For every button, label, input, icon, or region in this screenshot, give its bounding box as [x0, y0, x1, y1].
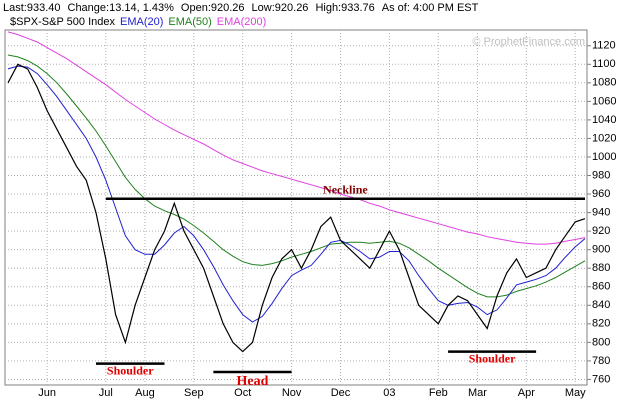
- quote-item: High:933.76: [315, 2, 374, 14]
- y-tick-label: 820: [592, 318, 610, 330]
- x-tick-label: Jun: [38, 387, 56, 399]
- y-tick-label: 1120: [592, 40, 616, 52]
- x-tick-label: Oct: [234, 387, 251, 399]
- y-tick-label: 1080: [592, 77, 616, 89]
- legend-item: EMA(200): [217, 16, 267, 28]
- x-tick-label: Feb: [429, 387, 448, 399]
- series-line: [7, 31, 586, 245]
- y-tick-label: 880: [592, 262, 610, 274]
- watermark: © ProphetFinance.com: [472, 36, 585, 48]
- annotation-label: Shoulder: [469, 351, 516, 365]
- y-tick-label: 1100: [592, 58, 616, 70]
- annotation-label: Head: [237, 374, 269, 389]
- y-tick-label: 980: [592, 169, 610, 181]
- y-tick-label: 940: [592, 207, 610, 219]
- y-tick-label: 780: [592, 355, 610, 367]
- x-tick-label: 03: [383, 387, 395, 399]
- quote-item: Change:13.14, 1.43%: [68, 2, 175, 14]
- x-tick-label: Sep: [184, 387, 204, 399]
- y-tick-label: 800: [592, 336, 610, 348]
- y-tick-label: 960: [592, 188, 610, 200]
- y-tick-label: 1060: [592, 95, 616, 107]
- series-line: [7, 54, 586, 298]
- legend-item: $SPX-S&P 500 Index: [10, 16, 115, 28]
- x-tick-label: Jul: [99, 387, 113, 399]
- series-line: [7, 65, 586, 323]
- x-tick-label: Apr: [518, 387, 535, 399]
- y-tick-label: 1040: [592, 114, 616, 126]
- y-tick-label: 860: [592, 281, 610, 293]
- quote-item: Low:920.26: [252, 2, 309, 14]
- annotation-label: Neckline: [323, 182, 368, 196]
- quote-bar: Last:933.40 Change:13.14, 1.43% Open:920.2…: [3, 2, 479, 14]
- legend-item: EMA(50): [168, 16, 211, 28]
- x-tick-label: Dec: [331, 387, 351, 399]
- quote-item: As of: 4:00 PM EST: [382, 2, 479, 14]
- y-tick-label: 1000: [592, 151, 616, 163]
- x-tick-label: Nov: [282, 387, 302, 399]
- series-line: [7, 63, 586, 353]
- y-tick-label: 1020: [592, 132, 616, 144]
- quote-item: Open:920.26: [181, 2, 245, 14]
- plot-area: [4, 29, 588, 386]
- y-tick-label: 900: [592, 244, 610, 256]
- x-tick-label: Mar: [468, 387, 487, 399]
- y-tick-label: 920: [592, 225, 610, 237]
- x-tick-label: Aug: [135, 387, 155, 399]
- x-tick-label: May: [565, 387, 586, 399]
- annotation-label: Shoulder: [107, 363, 154, 377]
- y-tick-label: 760: [592, 373, 610, 385]
- legend-item: EMA(20): [120, 16, 163, 28]
- y-tick-label: 840: [592, 299, 610, 311]
- legend: $SPX-S&P 500 Index EMA(20) EMA(50) EMA(200): [10, 16, 266, 28]
- quote-item: Last:933.40: [3, 2, 61, 14]
